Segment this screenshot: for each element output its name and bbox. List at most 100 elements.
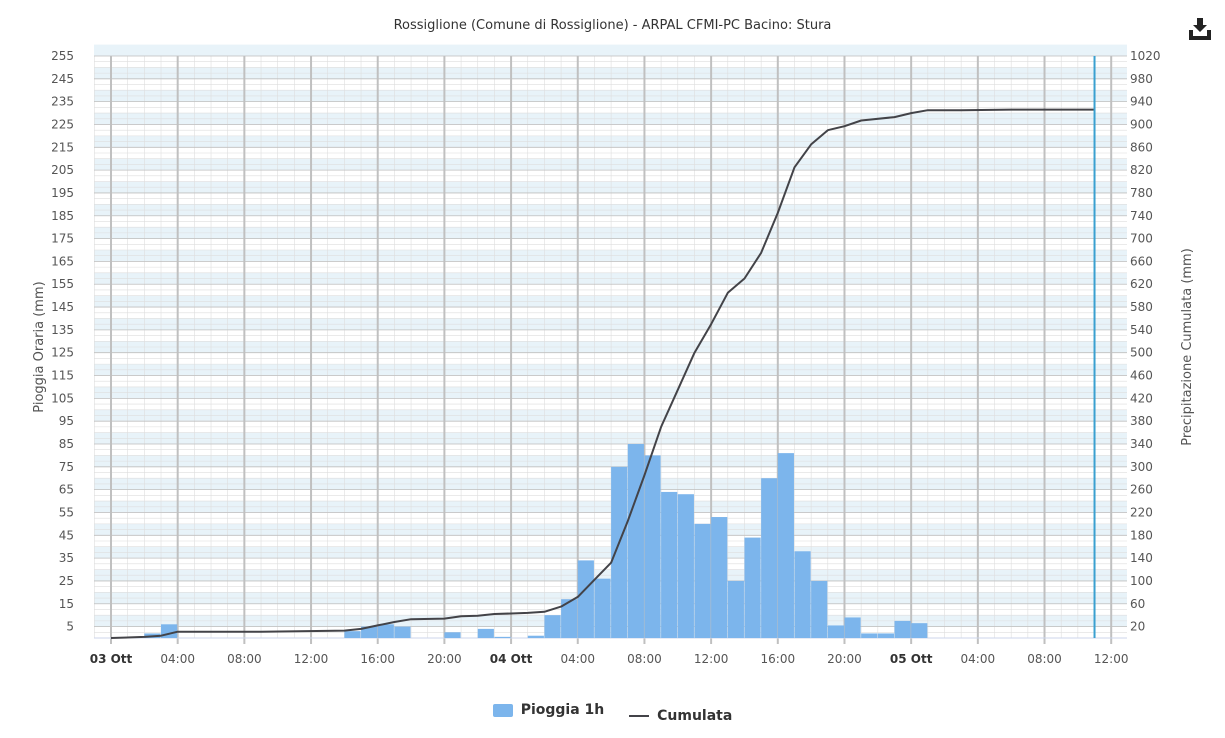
- download-icon: [1189, 18, 1211, 40]
- x-tick-label: 08:00: [627, 652, 662, 666]
- bar: [877, 633, 894, 638]
- bar: [644, 455, 661, 638]
- y-right-tick-label: 900: [1130, 117, 1153, 131]
- y-right-tick-label: 700: [1130, 232, 1153, 246]
- x-tick-label: 16:00: [360, 652, 395, 666]
- legend-swatch-bar: [492, 703, 513, 717]
- y-right-tick-label: 380: [1130, 414, 1153, 428]
- y-right-tick-label: 620: [1130, 277, 1153, 291]
- chart-title: Rossiglione (Comune di Rossiglione) - AR…: [393, 18, 832, 33]
- y-left-tick-label: 165: [51, 254, 74, 268]
- y-left-axis-title: Pioggia Oraria (mm): [32, 281, 47, 412]
- y-right-tick-label: 580: [1130, 300, 1153, 314]
- y-left-tick-label: 155: [51, 277, 74, 291]
- y-left-tick-label: 235: [51, 95, 74, 109]
- y-right-tick-label: 20: [1130, 620, 1145, 634]
- bar: [544, 615, 561, 638]
- y-left-tick-label: 175: [51, 232, 74, 246]
- bar: [861, 633, 878, 638]
- x-tick-label: 12:00: [1094, 652, 1129, 666]
- y-right-tick-label: 820: [1130, 163, 1153, 177]
- bar: [361, 626, 378, 638]
- legend-item-cumulata[interactable]: Cumulata: [629, 708, 732, 724]
- x-ticks: 03 Ott 04:00 08:00 12:00 16:00 20:00 04 Ott 04:…: [90, 652, 1129, 666]
- bar: [744, 537, 761, 638]
- y-right-tick-label: 100: [1130, 574, 1153, 588]
- bar: [677, 494, 694, 638]
- y-left-tick-label: 85: [59, 437, 74, 451]
- y-left-tick-label: 145: [51, 300, 74, 314]
- y-left-tick-label: 195: [51, 186, 74, 200]
- y-right-tick-label: 940: [1130, 95, 1153, 109]
- y-left-tick-label: 15: [59, 597, 74, 611]
- x-tick-label: 12:00: [694, 652, 729, 666]
- legend-label-cumulata: Cumulata: [657, 707, 733, 724]
- y-left-tick-label: 115: [51, 369, 74, 383]
- y-right-tick-label: 1020: [1130, 49, 1161, 63]
- bar: [661, 491, 678, 638]
- y-left-tick-label: 245: [51, 72, 74, 86]
- x-tick-label: 08:00: [1027, 652, 1062, 666]
- bar: [394, 626, 411, 638]
- y-left-tick-label: 225: [51, 117, 74, 131]
- y-right-tick-label: 60: [1130, 597, 1145, 611]
- bar: [561, 599, 578, 638]
- cumulative-line: [110, 108, 1095, 639]
- y-right-axis-title: Precipitazione Cumulata (mm): [1180, 248, 1195, 446]
- y-left-tick-label: 255: [51, 49, 74, 63]
- bar: [794, 551, 811, 638]
- bar: [727, 580, 744, 638]
- x-tick-label: 20:00: [827, 652, 862, 666]
- legend-item-pioggia[interactable]: Pioggia 1h: [492, 702, 604, 718]
- x-tick-label: 12:00: [294, 652, 329, 666]
- bar: [894, 620, 911, 638]
- x-tick-label: 04:00: [160, 652, 195, 666]
- bar: [911, 623, 928, 638]
- bar: [494, 636, 511, 638]
- y-right-ticks: 20 60 100 140 180 220 260 300 340 380 420 460 500 540…: [1130, 49, 1161, 634]
- y-left-tick-label: 125: [51, 346, 74, 360]
- x-tick-label: 05 Ott: [890, 652, 933, 666]
- y-right-tick-label: 220: [1130, 505, 1153, 519]
- y-right-tick-label: 140: [1130, 551, 1153, 565]
- line-series: [110, 108, 1095, 639]
- bar: [577, 560, 594, 638]
- x-tick-label: 03 Ott: [90, 652, 133, 666]
- x-tick-label: 08:00: [227, 652, 262, 666]
- y-left-tick-label: 5: [66, 620, 74, 634]
- download-button[interactable]: [1185, 14, 1215, 44]
- y-left-tick-label: 105: [51, 391, 74, 405]
- bar: [594, 578, 611, 638]
- bar: [844, 617, 861, 638]
- bar: [711, 517, 728, 638]
- legend-swatch-line: [629, 714, 650, 717]
- bar: [694, 523, 711, 638]
- plot-band: [94, 44, 1127, 56]
- bar: [827, 625, 844, 638]
- bar: [627, 444, 644, 638]
- bar: [811, 580, 828, 638]
- y-left-tick-label: 185: [51, 209, 74, 223]
- y-left-tick-label: 135: [51, 323, 74, 337]
- bar: [761, 478, 778, 638]
- y-right-tick-label: 780: [1130, 186, 1153, 200]
- y-right-tick-label: 860: [1130, 140, 1153, 154]
- x-tick-label: 20:00: [427, 652, 462, 666]
- x-tick-label: 04:00: [961, 652, 996, 666]
- y-right-tick-label: 300: [1130, 460, 1153, 474]
- x-tick-label: 16:00: [761, 652, 796, 666]
- y-right-tick-label: 500: [1130, 346, 1153, 360]
- y-right-tick-label: 980: [1130, 72, 1153, 86]
- legend: Pioggia 1h Cumulata: [0, 702, 1225, 724]
- bar: [377, 624, 394, 638]
- y-right-tick-label: 420: [1130, 391, 1153, 405]
- y-right-tick-label: 740: [1130, 209, 1153, 223]
- bar: [611, 466, 628, 638]
- x-tick-label: 04 Ott: [490, 652, 533, 666]
- y-left-tick-label: 75: [59, 460, 74, 474]
- y-left-tick-label: 45: [59, 528, 74, 542]
- bar: [477, 628, 494, 638]
- y-left-ticks: 5 15 25 35 45 55 65 75 85 95 105 115 125 135 145 155 165…: [51, 49, 74, 634]
- y-left-tick-label: 65: [59, 483, 74, 497]
